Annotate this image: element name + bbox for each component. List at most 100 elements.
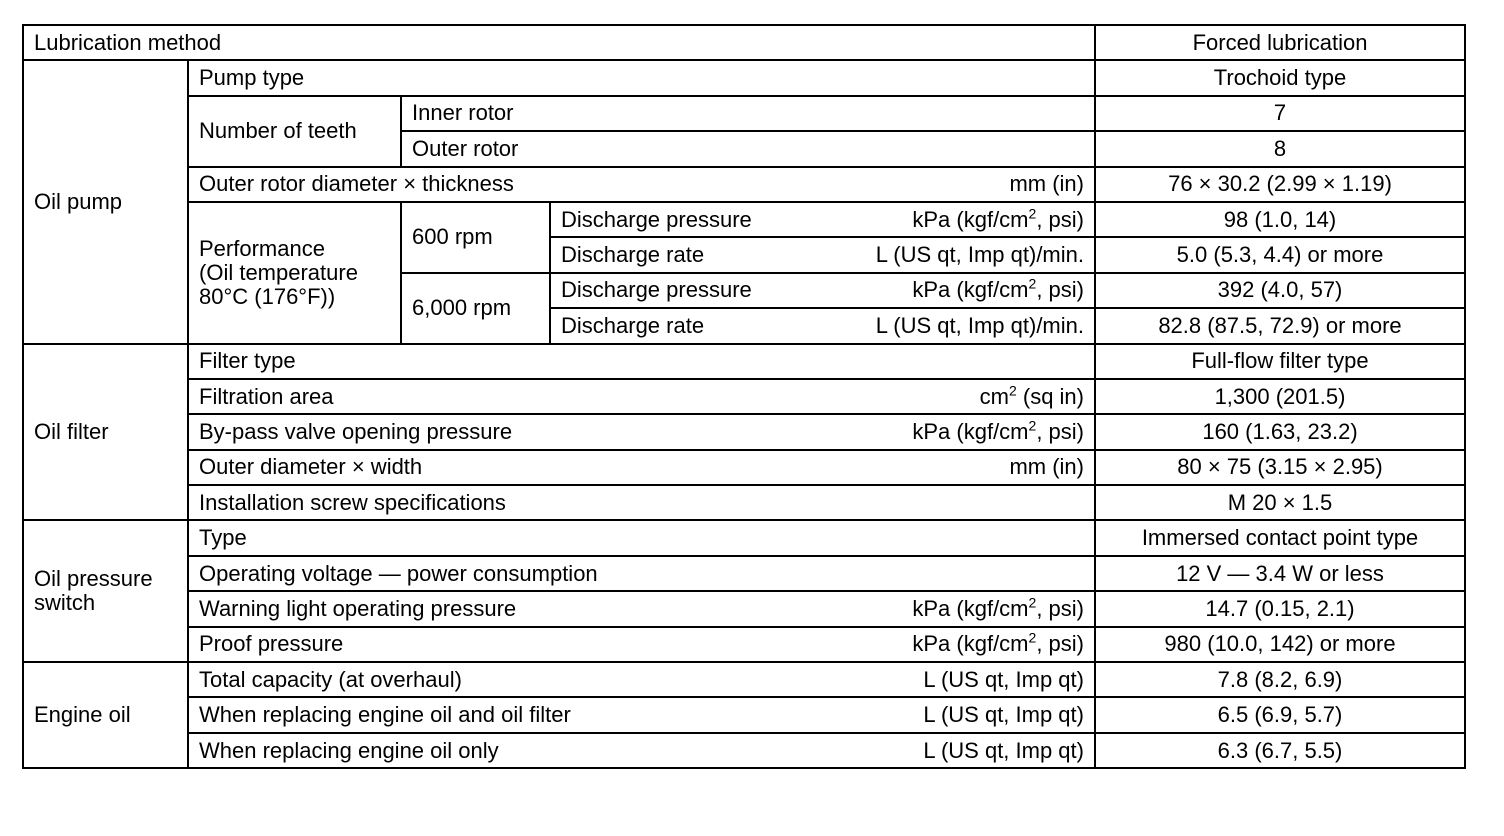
row-label: Discharge pressure kPa (kgf/cm2, psi) (549, 271, 1096, 310)
table-row: Discharge rate L (US qt, Imp qt)/min. 5.0… (23, 236, 1466, 274)
label: Discharge rate (561, 312, 705, 338)
row-label: By-pass valve opening pressure kPa (kgf/c… (187, 413, 1096, 451)
row-label: Discharge rate L (US qt, Imp qt)/min. (549, 236, 1096, 274)
row-label: Operating voltage — power consumption (187, 554, 1096, 593)
group-label: Oil pump (22, 59, 189, 345)
table-row: Lubrication method Forced lubrication (22, 23, 1466, 62)
unit: L (US qt, Imp qt) (923, 666, 1084, 692)
table-row: 6,000 rpm Discharge pressure kPa (kgf/cm2… (23, 271, 1466, 345)
row-label: Total capacity (at overhaul) L (US qt, Im… (187, 661, 1096, 699)
table-row: Discharge rate L (US qt, Imp qt)/min. 82.… (23, 307, 1466, 345)
row-value: 12 V — 3.4 W or less (1094, 554, 1466, 593)
unit: kPa (kgf/cm2, psi) (912, 630, 1084, 657)
group-label: Oil pressure switch (22, 519, 189, 664)
label: Oil pressure (34, 566, 153, 592)
row-value: 7 (1094, 94, 1466, 133)
row-label: Performance (Oil temperature 80°C (176°F)) (187, 200, 402, 345)
unit: kPa (kgf/cm2, psi) (912, 276, 1084, 303)
label: Proof pressure (199, 631, 344, 657)
row-label: When replacing engine oil and oil filter… (187, 696, 1096, 734)
label: Warning light operating pressure (199, 595, 517, 621)
row-value: 7.8 (8.2, 6.9) (1094, 661, 1466, 699)
label: switch (34, 590, 96, 616)
table-row: Filtration area cm2 (sq in) 1,300 (201.5) (23, 377, 1466, 416)
table-row: Oil pressure switch Type Immersed contact… (22, 519, 1466, 664)
row-value: M 20 × 1.5 (1094, 484, 1466, 522)
row-value: 76 × 30.2 (2.99 × 1.19) (1094, 165, 1466, 203)
row-label: Lubrication method (22, 23, 1096, 62)
row-value: 6.5 (6.9, 5.7) (1094, 696, 1466, 734)
group-label: Oil filter (22, 342, 189, 522)
row-label: Installation screw specifications (187, 484, 1096, 522)
unit: kPa (kgf/cm2, psi) (912, 417, 1084, 444)
label: Discharge pressure (561, 277, 752, 303)
row-label: Warning light operating pressure kPa (kgf… (187, 590, 1096, 628)
label: Outer rotor diameter × thickness (199, 171, 514, 197)
row-label: Inner rotor (400, 94, 1096, 133)
table-row: Operating voltage — power consumption 12… (23, 554, 1466, 593)
row-value: Trochoid type (1094, 59, 1466, 97)
table-row: By-pass valve opening pressure kPa (kgf/c… (23, 413, 1466, 451)
row-label: Filtration area cm2 (sq in) (187, 377, 1096, 416)
label: Performance (199, 235, 325, 261)
row-label: Outer diameter × width mm (in) (187, 448, 1096, 487)
row-value: 1,300 (201.5) (1094, 377, 1466, 416)
row-value: 8 (1094, 130, 1466, 168)
row-label: When replacing engine oil only L (US qt, … (187, 731, 1096, 770)
table-row: Outer rotor 8 (23, 130, 1466, 168)
unit: kPa (kgf/cm2, psi) (912, 594, 1084, 621)
row-value: 14.7 (0.15, 2.1) (1094, 590, 1466, 628)
unit: L (US qt, Imp qt)/min. (875, 242, 1084, 268)
row-value: 6.3 (6.7, 5.5) (1094, 731, 1466, 770)
label: Discharge rate (561, 242, 705, 268)
label: 80°C (176°F)) (199, 283, 336, 309)
unit: L (US qt, Imp qt) (923, 737, 1084, 763)
table-row: Oil pump Pump type Trochoid type (22, 59, 1466, 345)
table-row: Engine oil Total capacity (at overhaul) L… (22, 661, 1466, 770)
row-label: Filter type (187, 342, 1096, 380)
table-row: Installation screw specifications M 20 ×… (23, 484, 1466, 522)
row-value: 82.8 (87.5, 72.9) or more (1094, 307, 1466, 345)
row-label: 6,000 rpm (400, 271, 551, 345)
row-label: Discharge rate L (US qt, Imp qt)/min. (549, 307, 1096, 345)
row-label: Outer rotor diameter × thickness mm (in) (187, 165, 1096, 203)
label: Discharge pressure (561, 206, 752, 232)
label: Filtration area (199, 383, 334, 409)
row-label: Discharge pressure kPa (kgf/cm2, psi) (549, 200, 1096, 239)
unit: kPa (kgf/cm2, psi) (912, 205, 1084, 232)
row-value: Forced lubrication (1094, 23, 1466, 62)
table-row: When replacing engine oil only L (US qt, … (23, 731, 1466, 770)
lubrication-spec-table: Lubrication method Forced lubrication Oi… (22, 23, 1466, 770)
row-value: 80 × 75 (3.15 × 2.95) (1094, 448, 1466, 487)
row-label: Proof pressure kPa (kgf/cm2, psi) (187, 625, 1096, 664)
unit: mm (in) (1009, 171, 1084, 197)
row-value: 98 (1.0, 14) (1094, 200, 1466, 239)
row-value: 160 (1.63, 23.2) (1094, 413, 1466, 451)
label: (Oil temperature (199, 259, 358, 285)
table-row: Proof pressure kPa (kgf/cm2, psi) 980 (10… (23, 625, 1466, 664)
unit: mm (in) (1009, 454, 1084, 480)
row-label: 600 rpm (400, 200, 551, 274)
label: By-pass valve opening pressure (199, 418, 513, 444)
row-label: Number of teeth (187, 94, 402, 168)
row-label: Type (187, 519, 1096, 557)
table-row: Oil filter Filter type Full-flow filter … (22, 342, 1466, 522)
table-row: Outer diameter × width mm (in) 80 × 75 (3… (23, 448, 1466, 487)
row-value: 5.0 (5.3, 4.4) or more (1094, 236, 1466, 274)
label: When replacing engine oil only (199, 737, 499, 763)
unit: L (US qt, Imp qt)/min. (875, 312, 1084, 338)
table-row: Outer rotor diameter × thickness mm (in) … (23, 165, 1466, 203)
table-row: Warning light operating pressure kPa (kgf… (23, 590, 1466, 628)
row-value: Immersed contact point type (1094, 519, 1466, 557)
row-value: 980 (10.0, 142) or more (1094, 625, 1466, 664)
label: Total capacity (at overhaul) (199, 666, 462, 692)
unit: cm2 (sq in) (979, 382, 1084, 409)
table-row: Number of teeth Inner rotor 7 (23, 94, 1466, 168)
row-value: Full-flow filter type (1094, 342, 1466, 380)
group-label: Engine oil (22, 661, 189, 770)
row-label: Outer rotor (400, 130, 1096, 168)
row-label: Pump type (187, 59, 1096, 97)
row-value: 392 (4.0, 57) (1094, 271, 1466, 310)
unit: L (US qt, Imp qt) (923, 702, 1084, 728)
label: When replacing engine oil and oil filter (199, 702, 571, 728)
